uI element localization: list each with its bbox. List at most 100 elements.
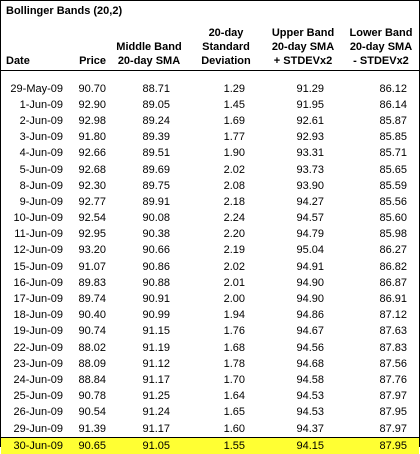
cell-upper: 94.53 — [296, 406, 324, 419]
cell-upper: 94.27 — [296, 195, 324, 208]
table-row: 22-Jun-09 88.02 91.19 1.68 94.56 87.83 — [1, 340, 419, 356]
cell-middle: 90.88 — [142, 276, 170, 289]
cell-price: 92.30 — [78, 179, 106, 192]
table-body: 29-May-09 90.70 88.71 1.29 91.29 86.12 1-Jun-0… — [1, 70, 419, 454]
table-row: 29-May-09 90.70 88.71 1.29 91.29 86.12 — [1, 81, 419, 97]
header-stdev-line-3: Deviation — [201, 54, 251, 67]
cell-date: 4-Jun-09 — [19, 147, 63, 160]
cell-middle: 90.86 — [142, 260, 170, 273]
cell-date: 9-Jun-09 — [19, 195, 63, 208]
cell-upper: 94.56 — [296, 341, 324, 354]
cell-stdev: 1.60 — [223, 422, 245, 435]
cell-stdev: 1.68 — [223, 341, 245, 354]
cell-middle: 91.25 — [142, 390, 170, 403]
cell-middle: 90.66 — [142, 244, 170, 257]
cell-upper: 94.79 — [296, 228, 324, 241]
cell-lower: 87.95 — [379, 406, 407, 419]
cell-middle: 91.17 — [142, 373, 170, 386]
table-row-highlighted: 30-Jun-09 90.65 91.05 1.55 94.15 87.95 — [1, 436, 419, 454]
cell-lower: 85.65 — [379, 163, 407, 176]
cell-upper: 94.53 — [296, 390, 324, 403]
cell-price: 90.65 — [67, 436, 109, 454]
cell-middle: 89.05 — [142, 98, 170, 111]
cell-date: 22-Jun-09 — [13, 341, 63, 354]
cell-upper: 93.73 — [296, 163, 324, 176]
cell-date: 23-Jun-09 — [13, 357, 63, 370]
cell-stdev: 1.78 — [223, 357, 245, 370]
cell-middle: 91.17 — [142, 422, 170, 435]
cell-upper: 94.86 — [296, 309, 324, 322]
cell-upper: 94.68 — [296, 357, 324, 370]
header-lower-line-1: Lower Band — [349, 26, 413, 39]
cell-price: 92.90 — [78, 98, 106, 111]
cell-lower: 87.56 — [379, 357, 407, 370]
cell-date: 30-Jun-09 — [1, 436, 67, 454]
cell-stdev: 2.24 — [223, 212, 245, 225]
cell-lower: 87.12 — [379, 309, 407, 322]
cell-date: 25-Jun-09 — [13, 390, 63, 403]
cell-stdev: 2.02 — [223, 163, 245, 176]
table-row: 8-Jun-09 92.30 89.75 2.08 93.90 85.59 — [1, 178, 419, 194]
cell-price: 91.07 — [78, 260, 106, 273]
table-row: 17-Jun-09 89.74 90.91 2.00 94.90 86.91 — [1, 291, 419, 307]
cell-lower: 86.82 — [379, 260, 407, 273]
cell-date: 1-Jun-09 — [19, 98, 63, 111]
cell-lower: 87.83 — [379, 341, 407, 354]
cell-middle: 89.75 — [142, 179, 170, 192]
cell-stdev: 1.76 — [223, 325, 245, 338]
header-lower-line-2: 20-day SMA — [349, 40, 413, 53]
cell-upper: 91.95 — [296, 98, 324, 111]
cell-lower: 85.56 — [379, 195, 407, 208]
cell-middle: 89.24 — [142, 114, 170, 127]
table-row: 19-Jun-09 90.74 91.15 1.76 94.67 87.63 — [1, 323, 419, 339]
cell-upper: 94.91 — [296, 260, 324, 273]
table-row: 9-Jun-09 92.77 89.91 2.18 94.27 85.56 — [1, 194, 419, 210]
cell-upper: 91.29 — [296, 82, 324, 95]
cell-price: 92.98 — [78, 114, 106, 127]
cell-lower: 87.97 — [379, 422, 407, 435]
cell-upper: 94.37 — [296, 422, 324, 435]
cell-stdev: 2.08 — [223, 179, 245, 192]
header-middle-line-1: Middle Band — [116, 40, 182, 53]
cell-lower: 87.95 — [343, 436, 419, 454]
cell-stdev: 1.69 — [223, 114, 245, 127]
cell-date: 19-Jun-09 — [13, 325, 63, 338]
cell-stdev: 1.29 — [223, 82, 245, 95]
cell-stdev: 2.19 — [223, 244, 245, 257]
cell-price: 90.74 — [78, 325, 106, 338]
cell-date: 18-Jun-09 — [13, 309, 63, 322]
cell-price: 92.77 — [78, 195, 106, 208]
cell-price: 89.74 — [78, 293, 106, 306]
cell-price: 88.02 — [78, 341, 106, 354]
cell-date: 29-Jun-09 — [13, 422, 63, 435]
cell-middle: 91.12 — [142, 357, 170, 370]
cell-stdev: 2.00 — [223, 293, 245, 306]
cell-middle: 91.19 — [142, 341, 170, 354]
cell-stdev: 2.18 — [223, 195, 245, 208]
cell-date: 12-Jun-09 — [13, 244, 63, 257]
spacer-row — [1, 70, 419, 81]
cell-price: 90.78 — [78, 390, 106, 403]
cell-lower: 86.27 — [379, 244, 407, 257]
header-upper-line-1: Upper Band — [271, 26, 335, 39]
cell-lower: 87.97 — [379, 390, 407, 403]
cell-stdev: 1.45 — [223, 98, 245, 111]
cell-stdev: 2.02 — [223, 260, 245, 273]
cell-price: 91.80 — [78, 131, 106, 144]
header-lower-band: Lower Band 20-day SMA - STDEVx2 — [343, 19, 419, 71]
cell-middle: 89.39 — [142, 131, 170, 144]
table-row: 4-Jun-09 92.66 89.51 1.90 93.31 85.71 — [1, 145, 419, 161]
cell-date: 11-Jun-09 — [14, 228, 63, 241]
cell-stdev: 1.55 — [189, 436, 263, 454]
table-row: 18-Jun-09 90.40 90.99 1.94 94.86 87.12 — [1, 307, 419, 323]
cell-lower: 86.91 — [379, 293, 407, 306]
cell-lower: 86.14 — [379, 98, 407, 111]
cell-price: 90.70 — [78, 82, 106, 95]
table-row: 1-Jun-09 92.90 89.05 1.45 91.95 86.14 — [1, 97, 419, 113]
header-upper-line-3: + STDEVx2 — [273, 54, 333, 67]
table-row: 16-Jun-09 89.83 90.88 2.01 94.90 86.87 — [1, 275, 419, 291]
table-row: 3-Jun-09 91.80 89.39 1.77 92.93 85.85 — [1, 129, 419, 145]
cell-price: 90.54 — [78, 406, 106, 419]
cell-middle: 90.99 — [142, 309, 170, 322]
